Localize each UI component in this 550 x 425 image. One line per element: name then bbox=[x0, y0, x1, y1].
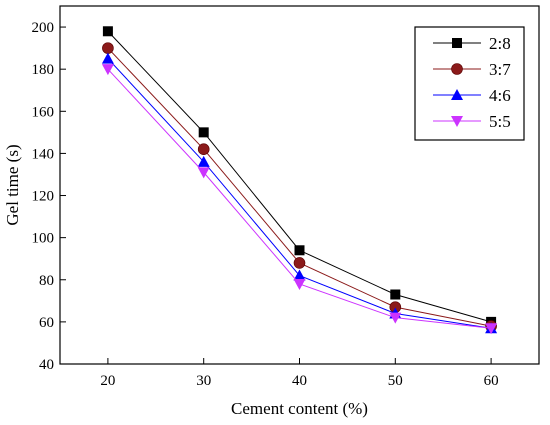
data-point-1-0 bbox=[102, 42, 114, 54]
y-tick-label: 120 bbox=[32, 189, 55, 205]
y-tick-label: 200 bbox=[32, 20, 55, 36]
data-point-0-0 bbox=[102, 26, 113, 37]
legend-label: 5:5 bbox=[489, 112, 511, 131]
y-tick-label: 180 bbox=[32, 62, 55, 78]
legend-label: 3:7 bbox=[489, 60, 511, 79]
data-point-3-1 bbox=[197, 167, 210, 179]
series-layer bbox=[101, 26, 498, 335]
data-point-3-3 bbox=[389, 312, 402, 324]
data-point-3-0 bbox=[101, 64, 114, 76]
y-tick-label: 160 bbox=[32, 104, 55, 120]
y-tick-label: 40 bbox=[39, 357, 54, 373]
axes-layer: 20 30 40 50 60 40 60 80 100 120 140 160 180 200 bbox=[32, 20, 499, 389]
legend-marker bbox=[451, 89, 463, 100]
x-tick-label: 30 bbox=[196, 373, 211, 389]
legend-marker bbox=[452, 38, 462, 48]
data-point-1-1 bbox=[197, 143, 210, 155]
x-tick-label: 20 bbox=[100, 373, 115, 389]
data-point-0-2 bbox=[294, 245, 305, 256]
legend-marker bbox=[451, 116, 463, 127]
data-point-2-2 bbox=[293, 269, 306, 281]
legend-marker bbox=[451, 63, 463, 75]
x-axis-label: Cement content (%) bbox=[231, 399, 368, 418]
data-point-2-0 bbox=[101, 52, 114, 64]
y-tick-label: 100 bbox=[32, 231, 55, 247]
y-tick-label: 140 bbox=[32, 146, 55, 162]
y-tick-label: 60 bbox=[39, 315, 54, 331]
y-axis-label: Gel time (s) bbox=[3, 144, 22, 225]
data-point-1-2 bbox=[293, 257, 306, 269]
x-tick-label: 40 bbox=[292, 373, 307, 389]
legend: 2:8 3:7 4:6 5:5 bbox=[414, 26, 525, 141]
x-tick-label: 60 bbox=[484, 373, 499, 389]
data-point-0-3 bbox=[390, 289, 401, 300]
y-tick-label: 80 bbox=[39, 273, 54, 289]
x-tick-label: 50 bbox=[388, 373, 403, 389]
data-point-3-2 bbox=[293, 278, 306, 290]
legend-label: 4:6 bbox=[489, 86, 511, 105]
data-point-0-1 bbox=[198, 127, 209, 138]
data-point-2-1 bbox=[197, 155, 210, 167]
legend-label: 2:8 bbox=[489, 34, 511, 53]
data-point-3-4 bbox=[485, 323, 498, 335]
